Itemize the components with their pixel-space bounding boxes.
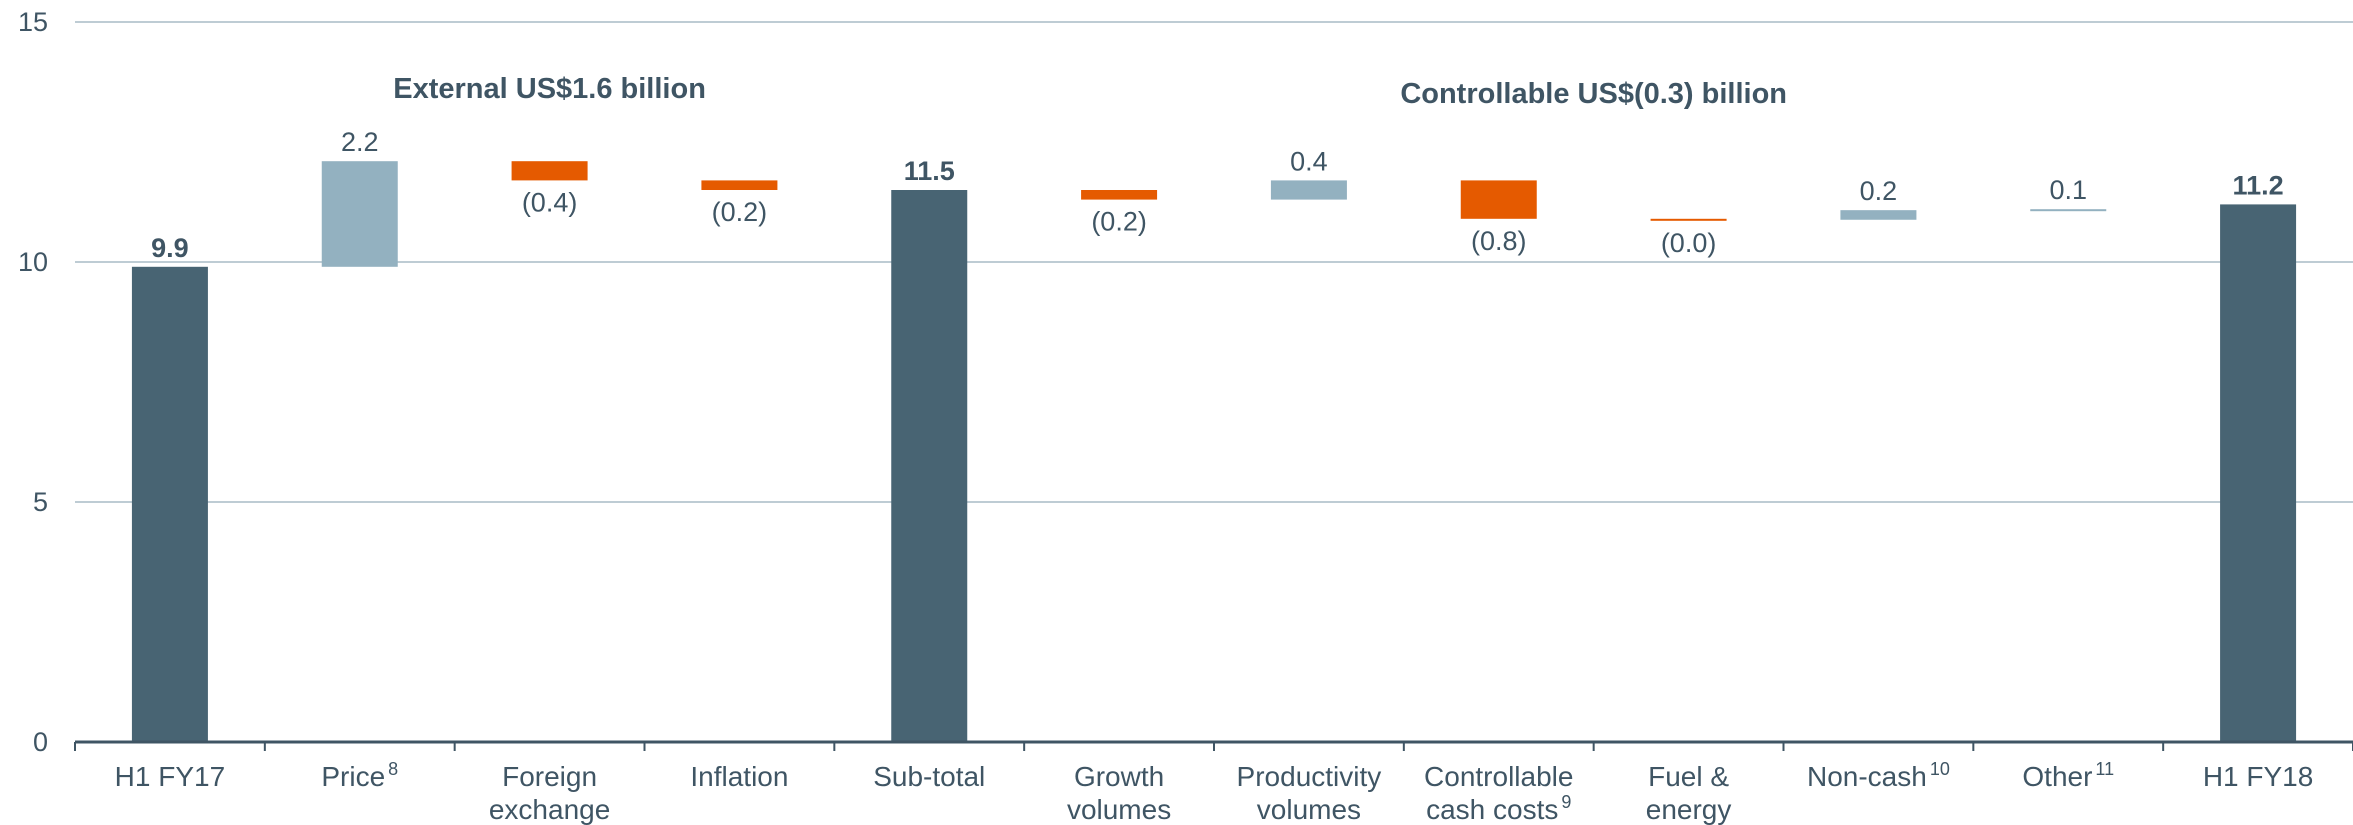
category-label-h1-fy17: H1 FY17 [115, 761, 226, 792]
category-label-foreign-exchange-line-2: exchange [489, 794, 610, 825]
grid-lines [75, 21, 2353, 503]
category-label-sub-total: Sub-total [873, 761, 985, 792]
footnote-marker-controllable-cash-costs: 9 [1561, 792, 1571, 812]
category-label-controllable-cash-costs-line-1: Controllable [1424, 761, 1573, 792]
category-label-fuel-energy-line-2: energy [1646, 794, 1732, 825]
category-label-other: Other 11 [2022, 759, 2114, 792]
bar-sub-total [891, 190, 968, 742]
y-axis-ticks: 0 5 10 15 [18, 7, 48, 757]
footnote-marker-price: 8 [388, 759, 398, 779]
category-label-fuel-energy-line-1: Fuel & [1648, 761, 1729, 792]
category-label-h1-fy18: H1 FY18 [2203, 761, 2314, 792]
category-label-growth-volumes-line-2: volumes [1067, 794, 1171, 825]
value-label-non-cash: 0.2 [1860, 176, 1898, 206]
value-label-fuel-energy: (0.0) [1661, 228, 1717, 258]
footnote-marker-non-cash: 10 [1930, 759, 1950, 779]
category-label-foreign-exchange-line-1: Foreign [502, 761, 597, 792]
category-label-growth-volumes-line-1: Growth [1074, 761, 1164, 792]
value-label-productivity-volumes: 0.4 [1290, 146, 1328, 176]
y-tick-label-10: 10 [18, 247, 48, 277]
y-tick-label-0: 0 [33, 727, 48, 757]
value-label-other: 0.1 [2049, 175, 2087, 205]
bars [131, 161, 2297, 742]
x-axis [74, 740, 2353, 751]
bar-foreign-exchange [511, 161, 588, 181]
bar-h1-fy17 [131, 266, 208, 742]
category-label-productivity-volumes-line-1: Productivity [1237, 761, 1382, 792]
value-label-h1-fy17: 9.9 [151, 233, 189, 263]
group-title-2: Controllable US$(0.3) billion [1400, 78, 1787, 110]
group-title-1: External US$1.6 billion [393, 73, 706, 105]
group-titles: External US$1.6 billion Controllable US$(… [393, 73, 1787, 110]
value-labels: 9.9 2.2 (0.4) (0.2) 11.5 (0.2) 0.4 (0.8) (0.0) 0.… [151, 127, 2283, 263]
category-label-price: Price 8 [321, 759, 398, 792]
value-label-price: 2.2 [341, 127, 379, 157]
bar-productivity-volumes [1270, 180, 1347, 200]
value-label-foreign-exchange: (0.4) [522, 187, 578, 217]
bar-fuel-energy [1650, 218, 1727, 221]
value-label-growth-volumes: (0.2) [1091, 207, 1147, 237]
bar-inflation [701, 180, 778, 190]
bar-h1-fy18 [2220, 204, 2297, 742]
footnote-marker-other: 11 [2095, 759, 2114, 779]
value-label-controllable-cash-costs: (0.8) [1471, 226, 1527, 256]
category-label-controllable-cash-costs-line-2: cash costs 9 [1426, 792, 1571, 825]
bar-price [321, 161, 398, 267]
category-label-inflation: Inflation [690, 761, 788, 792]
category-label-non-cash: Non-cash 10 [1807, 759, 1950, 792]
y-tick-label-5: 5 [33, 487, 48, 517]
bar-controllable-cash-costs [1460, 180, 1537, 219]
value-label-h1-fy18: 11.2 [2233, 170, 2284, 200]
bar-growth-volumes [1081, 190, 1158, 200]
value-label-sub-total: 11.5 [904, 156, 955, 186]
bar-other [2030, 209, 2107, 212]
y-tick-label-15: 15 [18, 7, 48, 37]
bar-non-cash [1840, 210, 1917, 220]
category-label-productivity-volumes-line-2: volumes [1257, 794, 1361, 825]
value-label-inflation: (0.2) [712, 197, 768, 227]
